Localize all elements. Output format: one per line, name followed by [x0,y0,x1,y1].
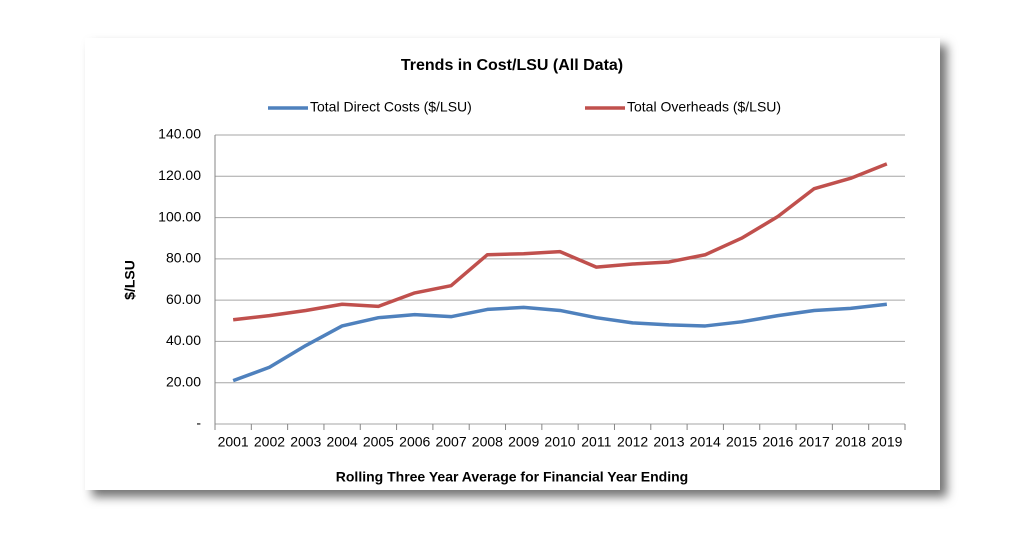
x-tick-label: 2018 [835,434,866,450]
x-tick-label: 2011 [581,434,611,450]
x-tick-label: 2008 [472,434,503,450]
x-tick-label: 2016 [762,434,793,450]
x-tick-label: 2013 [653,434,684,450]
x-tick-label: 2010 [544,434,575,450]
x-tick-label: 2006 [399,434,430,450]
y-tick-label: 80.00 [166,250,201,266]
y-tick-label: 40.00 [166,332,201,348]
chart-frame [85,38,940,490]
x-tick-label: 2009 [508,434,539,450]
x-tick-label: 2017 [799,434,830,450]
x-tick-label: 2019 [871,434,902,450]
chart-title: Trends in Cost/LSU (All Data) [401,57,623,74]
x-tick-label: 2002 [254,434,285,450]
x-tick-label: 2007 [435,434,466,450]
y-tick-label: 60.00 [166,291,201,307]
x-tick-label: 2015 [726,434,757,450]
x-tick-label: 2012 [617,434,648,450]
x-tick-label: 2001 [218,434,249,450]
line-series [232,302,888,383]
y-tick-label: 120.00 [158,167,201,183]
x-tick-label: 2004 [327,434,358,450]
y-tick-label: 100.00 [158,208,201,224]
x-tick-label: 2005 [363,434,394,450]
y-axis-title: $/LSU [122,260,138,300]
line-series [232,162,888,322]
y-tick-label: 20.00 [166,373,201,389]
x-tick-label: 2003 [290,434,321,450]
y-tick-label: - [196,415,201,431]
y-tick-label: 140.00 [158,126,201,142]
x-axis-title: Rolling Three Year Average for Financial… [336,469,688,485]
x-tick-label: 2014 [690,434,721,450]
legend-label: Total Overheads ($/LSU) [627,99,781,115]
legend-label: Total Direct Costs ($/LSU) [310,99,472,115]
